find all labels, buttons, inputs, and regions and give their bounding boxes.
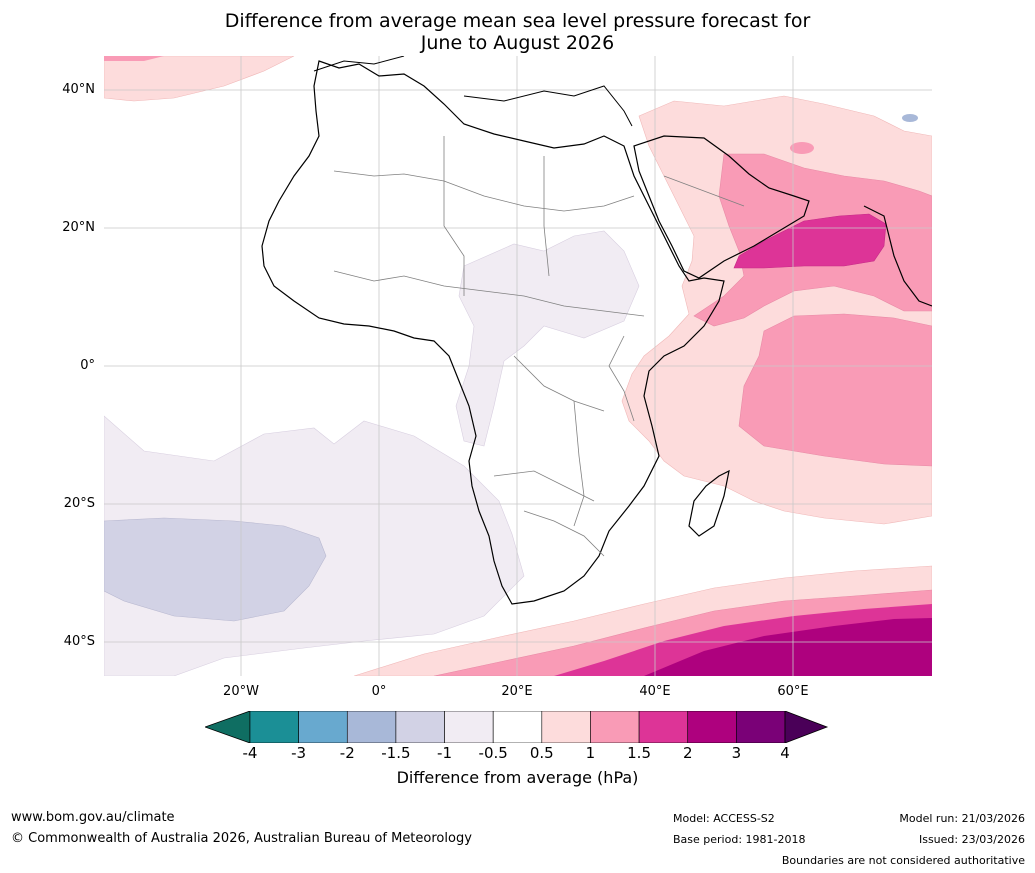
- europe-coastline: [313, 56, 405, 72]
- title-line-1: Difference from average mean sea level p…: [224, 10, 811, 32]
- footer-copyright: © Commonwealth of Australia 2026, Austra…: [11, 831, 472, 846]
- footer-model-run: Model run: 21/03/2026: [899, 812, 1025, 825]
- colorbar-tick-label: -2: [339, 744, 355, 762]
- colorbar-segment: [736, 711, 786, 743]
- chart-title: Difference from average mean sea level p…: [0, 10, 1035, 54]
- colorbar-segment: [298, 711, 348, 743]
- lat-label-20s: 20°S: [63, 496, 95, 511]
- anomaly-region-minus-1.5-iran: [902, 114, 918, 122]
- lon-label-20e: 20°E: [501, 684, 533, 699]
- colorbar-segment: [492, 711, 543, 743]
- colorbar-tick-label: 1.5: [627, 744, 651, 762]
- mediterranean-coast: [463, 85, 633, 127]
- lat-label-20n: 20°N: [62, 220, 95, 235]
- colorbar-label: Difference from average (hPa): [396, 768, 639, 787]
- footer-model: Model: ACCESS-S2: [673, 812, 775, 825]
- colorbar-segment: [249, 711, 299, 743]
- anomaly-region-1-northwest: [104, 56, 164, 61]
- colorbar-segment: [638, 711, 689, 743]
- arabia-coastline: [633, 135, 810, 279]
- anomaly-region-minus-1-southatlantic: [104, 517, 327, 622]
- country-borders: [333, 136, 745, 557]
- footer-boundaries-note: Boundaries are not considered authoritat…: [781, 854, 1025, 867]
- colorbar-segment: [590, 711, 640, 743]
- colorbar-tick-label: 1: [585, 744, 596, 762]
- colorbar-tick-label: -4: [242, 744, 258, 762]
- india-coastline: [863, 205, 932, 307]
- lat-label-equator: 0°: [80, 358, 95, 373]
- colorbar-tick-label: 4: [780, 744, 790, 762]
- colorbar-segment: [444, 711, 494, 743]
- colorbar-low-extend: [205, 711, 251, 743]
- africa-coastline: [261, 60, 725, 605]
- colorbar: [205, 711, 829, 743]
- colorbar-tick-label: -3: [291, 744, 307, 762]
- colorbar-high-extend: [784, 711, 829, 743]
- colorbar-tick-label: 0.5: [529, 744, 554, 762]
- anomaly-region-1.5-arabiansea: [733, 213, 887, 269]
- lon-label-40e: 40°E: [639, 684, 671, 699]
- anomaly-region-1-zagros: [790, 142, 814, 154]
- lon-label-60e: 60°E: [777, 684, 809, 699]
- lon-label-0: 0°: [371, 684, 387, 699]
- pressure-anomaly-map: [104, 56, 932, 676]
- lat-label-40n: 40°N: [62, 82, 95, 97]
- footer-issued: Issued: 23/03/2026: [918, 833, 1025, 846]
- colorbar-tick-label: -0.5: [478, 744, 508, 762]
- colorbar-tick-label: -1.5: [381, 744, 411, 762]
- colorbar-segment: [541, 711, 591, 743]
- colorbar-segment: [395, 711, 445, 743]
- title-line-2: June to August 2026: [420, 32, 615, 54]
- footer-base-period: Base period: 1981-2018: [673, 833, 806, 846]
- colorbar-segment: [346, 711, 397, 743]
- gridlines: [104, 56, 932, 676]
- colorbar-tick-label: -1: [437, 744, 453, 762]
- footer-website[interactable]: www.bom.gov.au/climate: [11, 810, 175, 825]
- colorbar-tick-label: 2: [682, 744, 693, 762]
- madagascar-coastline: [688, 469, 730, 537]
- colorbar-tick-label: 3: [731, 744, 742, 762]
- anomaly-region-1-southindian: [738, 313, 932, 467]
- colorbar-segment: [687, 711, 737, 743]
- lat-label-40s: 40°S: [63, 634, 95, 649]
- anomaly-region-minus-0.5-africa: [455, 230, 640, 447]
- anomaly-region-2-southernocean: [644, 618, 932, 676]
- colorbar-segments: [249, 711, 786, 743]
- lon-label-20w: 20°W: [223, 684, 259, 699]
